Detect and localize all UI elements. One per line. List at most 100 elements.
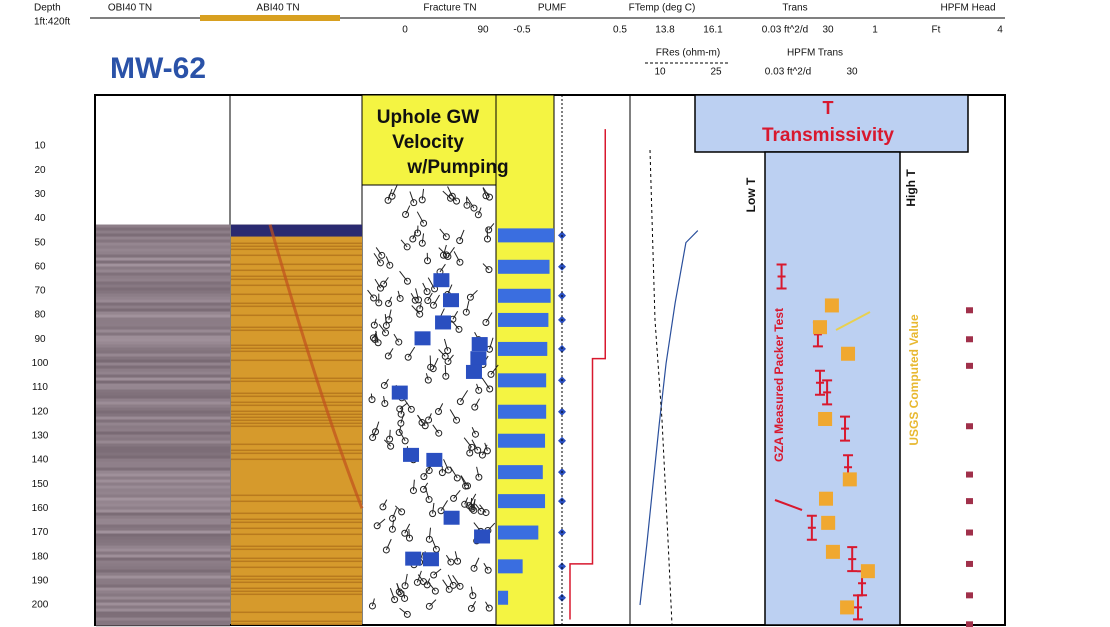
fracture-tail xyxy=(417,415,423,423)
packer-test xyxy=(814,369,825,396)
obi-stripe xyxy=(96,623,230,627)
velocity-bar xyxy=(498,288,551,303)
obi-stripe xyxy=(96,593,230,597)
abi-stripe xyxy=(231,392,362,395)
fracture-tail xyxy=(389,588,396,600)
fracture-symbol xyxy=(391,596,399,604)
fracture-symbol xyxy=(379,503,387,511)
diamond xyxy=(558,562,566,571)
obi-stripe xyxy=(96,332,230,336)
obi-stripe xyxy=(96,371,230,375)
fracture-tail xyxy=(442,579,450,590)
fracture-symbol xyxy=(467,604,475,612)
obi-stripe xyxy=(96,467,230,471)
obi-stripe xyxy=(96,482,230,486)
obi-stripe xyxy=(96,506,230,510)
fracture-symbol xyxy=(453,474,461,482)
hpfm-head xyxy=(966,529,973,536)
obi-stripe xyxy=(96,317,230,321)
obi-stripe xyxy=(96,323,230,327)
abi-stripe xyxy=(231,377,362,380)
abi-stripe xyxy=(231,512,362,515)
fracture-tail xyxy=(412,479,415,491)
obi-stripe xyxy=(96,554,230,558)
fracture-symbol xyxy=(385,316,393,324)
fracture-symbol xyxy=(403,610,411,618)
depth-label: 160 xyxy=(32,503,49,514)
abi-stripe xyxy=(231,326,362,329)
obi-stripe xyxy=(96,299,230,303)
obi-stripe xyxy=(96,314,230,318)
obi-stripe xyxy=(96,599,230,603)
fracture-tail xyxy=(421,188,425,200)
fracture-symbol xyxy=(378,251,386,259)
abi-stripe xyxy=(231,410,362,413)
hpfm-head xyxy=(966,560,973,567)
abi-stripe xyxy=(231,344,362,347)
fracture-tail xyxy=(475,503,482,512)
obi-stripe xyxy=(96,260,230,264)
abi-stripe xyxy=(231,458,362,461)
obi-stripe xyxy=(96,407,230,411)
fracture-symbol xyxy=(418,419,426,427)
fracture-symbol xyxy=(448,192,456,200)
abi-stripe xyxy=(231,380,362,383)
fracture-symbol xyxy=(465,502,473,510)
fracture-tail xyxy=(431,539,437,550)
obi-stripe xyxy=(96,533,230,537)
fracture-tail xyxy=(490,364,499,375)
fracture-symbol xyxy=(471,403,479,411)
abi-band xyxy=(231,224,362,237)
scale-label: Ft xyxy=(932,25,941,36)
fracture-symbol xyxy=(425,602,433,610)
abi-stripe xyxy=(231,500,362,503)
obi-stripe xyxy=(96,350,230,354)
fracture-tail xyxy=(387,188,393,201)
obi-stripe xyxy=(96,275,230,279)
fracture-tail xyxy=(453,489,461,499)
fracture-symbol xyxy=(442,251,450,259)
fracture-tail xyxy=(438,349,446,357)
obi-stripe xyxy=(96,347,230,351)
fracture-symbol xyxy=(484,566,492,574)
depth-label: 140 xyxy=(32,455,49,466)
obi-stripe xyxy=(96,311,230,315)
packer-test xyxy=(776,263,787,290)
fracture-tail xyxy=(373,253,381,264)
obi-stripe xyxy=(96,479,230,483)
fracture-tail xyxy=(447,284,453,295)
fracture-symbol xyxy=(396,405,404,413)
orientation-marker xyxy=(471,337,488,352)
obi-stripe xyxy=(96,590,230,594)
usgs-value xyxy=(825,544,840,559)
annotation: Low T xyxy=(744,177,758,212)
annotation: High T xyxy=(904,169,918,207)
fracture-tail xyxy=(452,575,461,587)
fracture-symbol xyxy=(384,196,392,204)
annotation: w/Pumping xyxy=(406,157,508,178)
fracture-tail xyxy=(471,439,479,451)
fracture-tail xyxy=(405,205,411,215)
scale-label: 0.5 xyxy=(613,25,627,36)
fracture-symbol xyxy=(398,508,406,516)
fracture-tail xyxy=(383,439,392,447)
obi-stripe xyxy=(96,446,230,450)
depth-label: 30 xyxy=(34,189,46,200)
annotation: Uphole GW xyxy=(377,107,479,128)
usgs-value xyxy=(821,515,836,530)
fracture-tail xyxy=(470,289,478,298)
obi-stripe xyxy=(96,476,230,480)
fracture-tail xyxy=(403,591,406,599)
obi-stripe xyxy=(96,227,230,231)
orientation-marker xyxy=(405,551,422,566)
track-title: Fracture TN xyxy=(423,3,476,14)
fracture-symbol xyxy=(381,399,389,407)
obi-stripe xyxy=(96,269,230,273)
track-title: FTemp (deg C) xyxy=(629,3,696,14)
usgs-value xyxy=(841,346,856,361)
fracture-tail xyxy=(453,251,461,263)
orientation-marker xyxy=(470,351,487,366)
obi-stripe xyxy=(96,365,230,369)
obi-stripe xyxy=(96,380,230,384)
fracture-tail xyxy=(473,557,480,569)
